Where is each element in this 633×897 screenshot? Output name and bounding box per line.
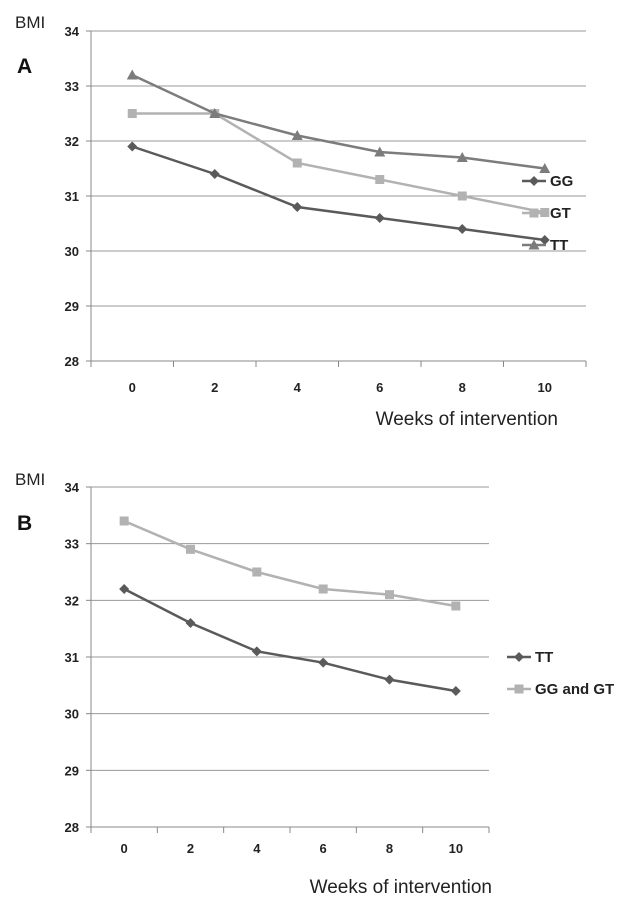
series-tt-marker-2 xyxy=(291,130,303,140)
series-tt-marker-0 xyxy=(119,584,130,594)
legend-label: GG and GT xyxy=(535,681,614,698)
legend-series-gg-and-gt-marker-0 xyxy=(514,684,524,694)
panel-label: B xyxy=(17,512,32,535)
panel-a: 28 29 30 31 32 33 34 0 2 4 6 8 10 BMI Weeks of interve… xyxy=(15,13,587,430)
y-tick-label: 33 xyxy=(65,537,79,552)
series-gt-marker-0 xyxy=(127,109,137,118)
y-tick-label: 30 xyxy=(65,244,79,259)
series-tt-marker-5 xyxy=(450,686,461,696)
series-gg xyxy=(127,141,550,245)
legend-series-tt-marker-0 xyxy=(514,652,524,662)
series-tt-marker-2 xyxy=(251,646,262,657)
legend-item-gg-and-gt: GG and GT xyxy=(507,681,614,698)
legend-label: TT xyxy=(535,649,553,666)
x-tick-label: 8 xyxy=(459,380,466,395)
series-gt-marker-2 xyxy=(292,158,302,168)
series-tt-marker-0 xyxy=(126,69,138,80)
series-tt xyxy=(119,584,461,696)
panel-label: A xyxy=(17,55,32,78)
x-tick-label: 6 xyxy=(376,380,383,395)
x-axis-title: Weeks of intervention xyxy=(376,409,558,430)
x-tick-label: 2 xyxy=(211,380,218,395)
y-tick-label: 33 xyxy=(65,79,79,94)
series-gg-and-gt-marker-3 xyxy=(318,584,328,594)
series-gg-marker-0 xyxy=(127,141,138,152)
series-gg-marker-2 xyxy=(292,202,303,212)
y-tick-label: 29 xyxy=(65,299,79,314)
series-tt-marker-4 xyxy=(456,152,468,162)
x-tick-label: 2 xyxy=(187,841,194,856)
series-gg-marker-4 xyxy=(457,224,468,234)
series-tt xyxy=(126,69,551,173)
series-gg-and-gt-marker-5 xyxy=(451,601,461,611)
x-tick-label: 4 xyxy=(253,841,261,856)
series-tt-marker-3 xyxy=(318,657,329,668)
x-tick-label: 10 xyxy=(538,380,552,395)
y-axis-title: BMI xyxy=(15,470,45,489)
series-tt-marker-4 xyxy=(384,674,395,685)
series-gg-and-gt-marker-2 xyxy=(252,567,262,577)
legend-item-gg: GG xyxy=(522,173,573,190)
series-gg-marker-5 xyxy=(539,235,550,245)
x-tick-label: 4 xyxy=(294,380,302,395)
series-gt-marker-3 xyxy=(375,175,385,184)
y-axis-title: BMI xyxy=(15,13,45,32)
y-tick-label: 34 xyxy=(65,480,80,495)
y-tick-label: 29 xyxy=(65,763,79,778)
y-tick-label: 34 xyxy=(65,24,80,39)
legend-series-gt-marker-0 xyxy=(529,208,539,218)
series-gt-marker-4 xyxy=(457,191,467,201)
series-tt-marker-1 xyxy=(209,108,221,118)
series-tt-line xyxy=(123,587,457,693)
series-tt-line xyxy=(131,73,545,170)
x-tick-label: 8 xyxy=(386,841,393,856)
y-tick-label: 28 xyxy=(65,820,79,835)
series-tt-marker-1 xyxy=(185,618,196,628)
legend-item-tt: TT xyxy=(507,649,553,666)
series-gg-and-gt-marker-1 xyxy=(186,544,195,554)
x-tick-label: 6 xyxy=(320,841,327,856)
legend-series-tt-marker-0 xyxy=(528,239,540,250)
series-gg-and-gt-line xyxy=(123,519,457,608)
y-tick-label: 28 xyxy=(65,354,79,369)
series-tt-marker-3 xyxy=(374,146,386,157)
series-gg-and-gt-marker-0 xyxy=(119,516,129,526)
legend-label: TT xyxy=(550,237,568,254)
series-tt-marker-5 xyxy=(539,163,551,173)
legend-item-tt: TT xyxy=(522,237,568,254)
series-gg-line xyxy=(131,145,545,242)
series-gg-marker-1 xyxy=(209,169,220,179)
y-tick-label: 31 xyxy=(65,189,79,204)
y-tick-label: 31 xyxy=(65,650,79,665)
series-gt xyxy=(127,109,550,217)
legend-label: GG xyxy=(550,173,573,190)
legend-item-gt: GT xyxy=(522,205,571,222)
legend-label: GT xyxy=(550,205,571,222)
x-tick-label: 10 xyxy=(449,841,463,856)
series-gg-and-gt xyxy=(119,516,461,611)
x-tick-label: 0 xyxy=(121,841,128,856)
series-gg-marker-3 xyxy=(374,213,385,223)
series-gg-and-gt-marker-4 xyxy=(385,590,394,600)
y-tick-label: 30 xyxy=(65,707,79,722)
y-tick-label: 32 xyxy=(65,593,79,608)
x-axis-title: Weeks of intervention xyxy=(310,877,492,897)
y-tick-label: 32 xyxy=(65,134,79,149)
x-tick-label: 0 xyxy=(129,380,136,395)
series-gt-line xyxy=(132,112,545,214)
legend-series-gg-marker-0 xyxy=(529,176,539,186)
panel-b: 28 29 30 31 32 33 34 0 2 4 6 8 10 BMI Weeks of interve… xyxy=(15,470,614,897)
